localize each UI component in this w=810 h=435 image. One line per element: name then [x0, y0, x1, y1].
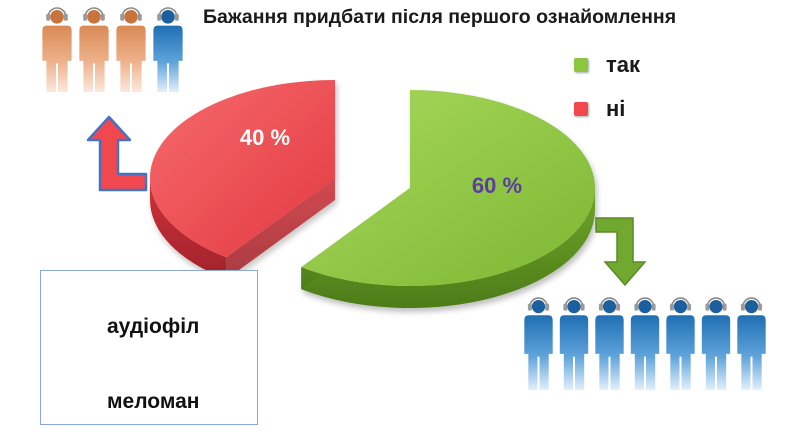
audiophile-figure-icon — [79, 7, 109, 93]
audiophile-figure-icon — [42, 7, 72, 93]
legend-label-yes: так — [606, 52, 641, 77]
pie-slice-side — [301, 188, 595, 308]
music-lover-figure-icon — [630, 297, 660, 390]
music-lover-figure-icon — [701, 297, 731, 390]
pie-value-label-yes: 60 % — [472, 173, 522, 198]
pie-value-label-no: 40 % — [240, 125, 290, 150]
chart-title: Бажання придбати після першого ознайомле… — [203, 6, 677, 28]
legend-swatch-yes — [574, 58, 588, 72]
music-lover-figure-icon — [153, 7, 183, 93]
pie-slice-cut-face — [226, 178, 335, 280]
pie-slice-top — [301, 90, 596, 286]
legend-item-yes: так — [574, 52, 640, 78]
figure-key-box — [40, 270, 258, 425]
key-label-audiophile: аудіофіл — [107, 315, 200, 338]
legend-swatch-no — [574, 102, 588, 116]
music-lover-figure-icon — [524, 297, 553, 390]
audiophile-figure-icon — [116, 7, 146, 93]
arrow-up-icon — [86, 115, 148, 192]
pie-slice-yes — [301, 90, 596, 308]
legend-item-no: ні — [574, 96, 625, 122]
music-lover-figure-icon — [737, 297, 766, 390]
arrow-down-icon — [595, 217, 647, 287]
pie-slice-no — [150, 80, 335, 280]
key-label-music-lover: меломан — [107, 390, 200, 413]
legend-label-no: ні — [606, 96, 626, 121]
music-lover-figure-icon — [595, 297, 624, 390]
music-lover-figure-icon — [666, 297, 695, 390]
pie-slice-side — [150, 178, 227, 280]
music-lover-figure-icon — [559, 297, 589, 390]
pie-slice-top — [150, 80, 335, 258]
